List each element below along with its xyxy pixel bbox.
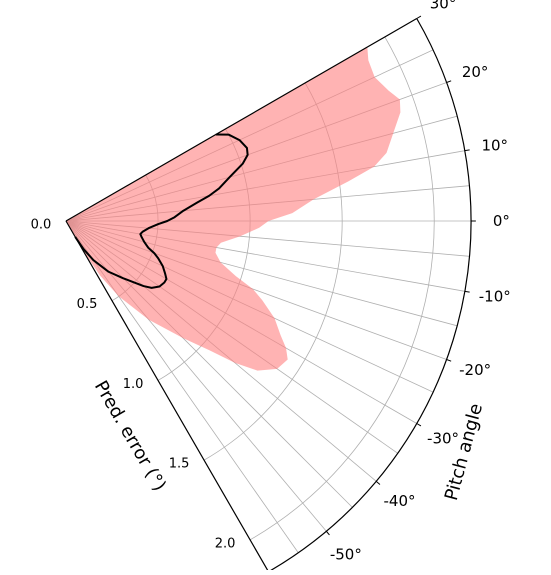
x-axis-title: Pred. error (°)	[90, 377, 170, 495]
data-layer	[66, 47, 401, 371]
radial-tick-label: 1.0	[123, 377, 144, 392]
angular-tick-label: -30°	[427, 430, 459, 448]
y-axis-title: Pitch angle	[441, 401, 487, 503]
error-band-area	[66, 47, 401, 371]
frame-edge-bottom	[65, 220, 270, 573]
angular-tick-mark	[375, 480, 381, 485]
radial-gridline	[249, 36, 435, 541]
radial-tick-label: 1.5	[169, 457, 190, 472]
angular-tick-label: 0°	[493, 212, 510, 230]
angular-tick-mark	[416, 15, 422, 19]
angular-tick-label: 10°	[481, 136, 508, 154]
angular-tick-label: -40°	[384, 492, 416, 510]
angular-tick-mark	[464, 290, 470, 293]
radial-tick-label: 0.5	[77, 297, 98, 312]
angular-tick-label: 30°	[430, 0, 457, 12]
angular-tick-mark	[325, 530, 330, 536]
frame-edge-top	[65, 17, 418, 222]
angular-tick-label: -20°	[459, 361, 491, 379]
angular-tick-mark	[464, 149, 470, 152]
radial-tick-label: 2.0	[215, 536, 236, 551]
angular-tick-label: -50°	[330, 546, 362, 564]
frame-outer-arc	[268, 18, 472, 573]
angular-tick-mark	[446, 80, 452, 83]
angular-tick-label: -10°	[479, 288, 511, 306]
radial-tick-label: 0.0	[31, 218, 52, 233]
angular-tick-mark	[446, 359, 452, 362]
label-layer: 30° 20° 10° 0° -10° -20° -30° -40° -50° 0.0 0.5 1.0…	[31, 0, 511, 564]
frame-layer	[65, 15, 476, 573]
median-error-line	[74, 133, 249, 289]
angular-tick-mark	[416, 423, 422, 427]
angular-tick-label: 20°	[462, 63, 489, 81]
